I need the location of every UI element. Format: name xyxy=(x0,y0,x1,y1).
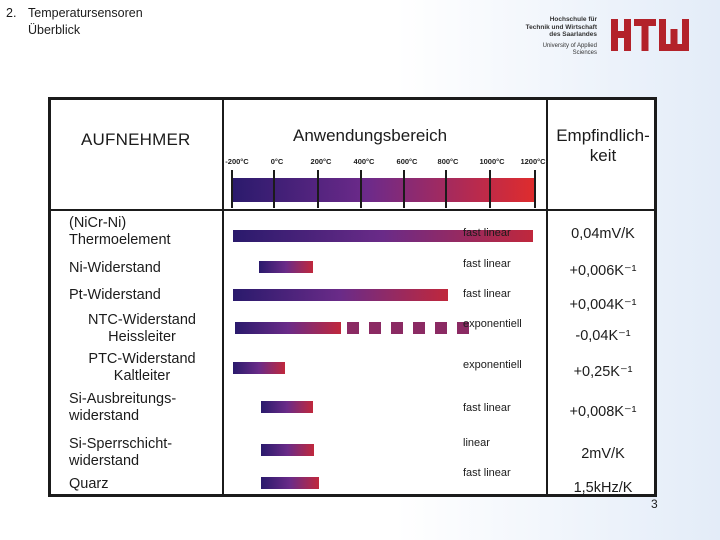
sensitivity-value: +0,006K⁻¹ xyxy=(569,263,637,279)
column-divider xyxy=(546,100,548,497)
slide-title: Temperatursensoren xyxy=(28,6,143,20)
sensor-name-ntc: NTC-Widerstand Heissleiter xyxy=(69,312,215,346)
sensor-name-ni: Ni-Widerstand xyxy=(69,260,161,276)
header-divider xyxy=(51,209,654,211)
scale-tick-label: 1200°C xyxy=(520,157,546,166)
scale-tick-label: 600°C xyxy=(396,157,418,166)
range-bar-si-ausbreitung xyxy=(261,401,313,413)
column-header-sensitivity: Empfindlich- keit xyxy=(551,126,655,166)
slide-number: 2. xyxy=(6,6,17,20)
htw-logo-icon xyxy=(611,19,689,51)
sensitivity-value: -0,04K⁻¹ xyxy=(575,328,631,344)
scale-tick-label: 0°C xyxy=(270,157,284,166)
range-bar-ntc xyxy=(235,322,341,334)
range-bar-ntc-dash xyxy=(369,322,381,334)
sensor-name-line-1: NTC-Widerstand xyxy=(88,312,196,328)
sensitivity-value: 1,5kHz/K xyxy=(573,480,633,496)
sensor-name-line-1: Si-Sperrschicht- xyxy=(69,436,173,452)
sensor-name-line-2: widerstand xyxy=(69,453,140,469)
scale-tick-label: -200°C xyxy=(225,157,249,166)
behavior-label: fast linear xyxy=(463,258,511,270)
sensor-name-si-ausbreitung: Si-Ausbreitungs- widerstand xyxy=(69,391,176,425)
sensor-name-line-1: PTC-Widerstand xyxy=(88,351,196,367)
range-bar-ntc-dash xyxy=(347,322,359,334)
range-bar-thermoelement xyxy=(233,230,533,242)
range-bar-ni xyxy=(259,261,313,273)
sensor-overview-table: AUFNEHMER Anwendungsbereich Empfindlich-… xyxy=(48,97,657,497)
logo-line-4: University of Applied Sciences xyxy=(542,42,597,57)
range-bar-ptc xyxy=(233,362,285,374)
behavior-label: exponentiell xyxy=(463,359,522,371)
sensor-name-quarz: Quarz xyxy=(69,476,109,492)
sensor-name-line-2: widerstand xyxy=(69,408,140,424)
sensitivity-header-line-2: keit xyxy=(589,146,617,165)
behavior-label: linear xyxy=(463,437,490,449)
sensitivity-value: +0,25K⁻¹ xyxy=(573,364,633,380)
sensitivity-value: +0,004K⁻¹ xyxy=(569,297,637,313)
sensor-name-line-2: Kaltleiter xyxy=(113,368,171,384)
behavior-label: fast linear xyxy=(463,402,511,414)
behavior-label: exponentiell xyxy=(463,318,522,330)
sensor-name-ptc: PTC-Widerstand Kaltleiter xyxy=(69,351,215,385)
slide-subtitle: Überblick xyxy=(28,23,81,37)
logo-line-2: Technik und Wirtschaft xyxy=(525,23,597,31)
scale-tick xyxy=(534,170,536,208)
scale-tick xyxy=(489,170,491,208)
scale-tick xyxy=(273,170,275,208)
scale-tick xyxy=(445,170,447,208)
university-name: Hochschule für Technik und Wirtschaft de… xyxy=(522,16,597,58)
sensitivity-value: 0,04mV/K xyxy=(571,226,635,242)
sensitivity-header-line-1: Empfindlich- xyxy=(556,126,650,145)
sensitivity-value: +0,008K⁻¹ xyxy=(569,404,637,420)
page-number: 3 xyxy=(651,497,658,511)
temperature-scale-bar xyxy=(231,178,536,202)
scale-tick xyxy=(317,170,319,208)
column-header-range: Anwendungsbereich xyxy=(293,126,448,145)
scale-tick-label: 1000°C xyxy=(479,157,505,166)
scale-tick-label: 800°C xyxy=(437,157,459,166)
logo-line-1: Hochschule für xyxy=(549,16,597,23)
range-bar-ntc-dash xyxy=(413,322,425,334)
scale-tick xyxy=(360,170,362,208)
sensor-name-line-2: Thermoelement xyxy=(69,232,171,248)
behavior-label: fast linear xyxy=(463,227,511,239)
range-bar-pt xyxy=(233,289,448,301)
behavior-label: fast linear xyxy=(463,467,511,479)
column-header-sensor: AUFNEHMER xyxy=(81,130,191,149)
scale-tick xyxy=(231,170,233,208)
sensitivity-value: 2mV/K xyxy=(581,446,625,462)
scale-tick-label: 200°C xyxy=(310,157,332,166)
sensor-name-si-sperrschicht: Si-Sperrschicht- widerstand xyxy=(69,436,172,470)
scale-tick-label: 400°C xyxy=(353,157,375,166)
range-bar-si-sperrschicht xyxy=(261,444,314,456)
scale-tick xyxy=(403,170,405,208)
range-bar-quarz xyxy=(261,477,319,489)
sensor-name-thermoelement: (NiCr-Ni) Thermoelement xyxy=(69,215,171,249)
logo-line-3: des Saarlandes xyxy=(549,31,597,38)
column-divider xyxy=(222,100,224,497)
sensor-name-line-1: Si-Ausbreitungs- xyxy=(69,391,177,407)
behavior-label: fast linear xyxy=(463,288,511,300)
sensor-name-line-1: (NiCr-Ni) xyxy=(69,215,127,231)
sensor-name-pt: Pt-Widerstand xyxy=(69,287,161,303)
slide-header: 2. Temperatursensoren Überblick xyxy=(6,5,143,39)
sensor-name-line-2: Heissleiter xyxy=(108,329,176,345)
range-bar-ntc-dash xyxy=(457,322,469,334)
range-bar-ntc-dash xyxy=(391,322,403,334)
range-bar-ntc-dash xyxy=(435,322,447,334)
